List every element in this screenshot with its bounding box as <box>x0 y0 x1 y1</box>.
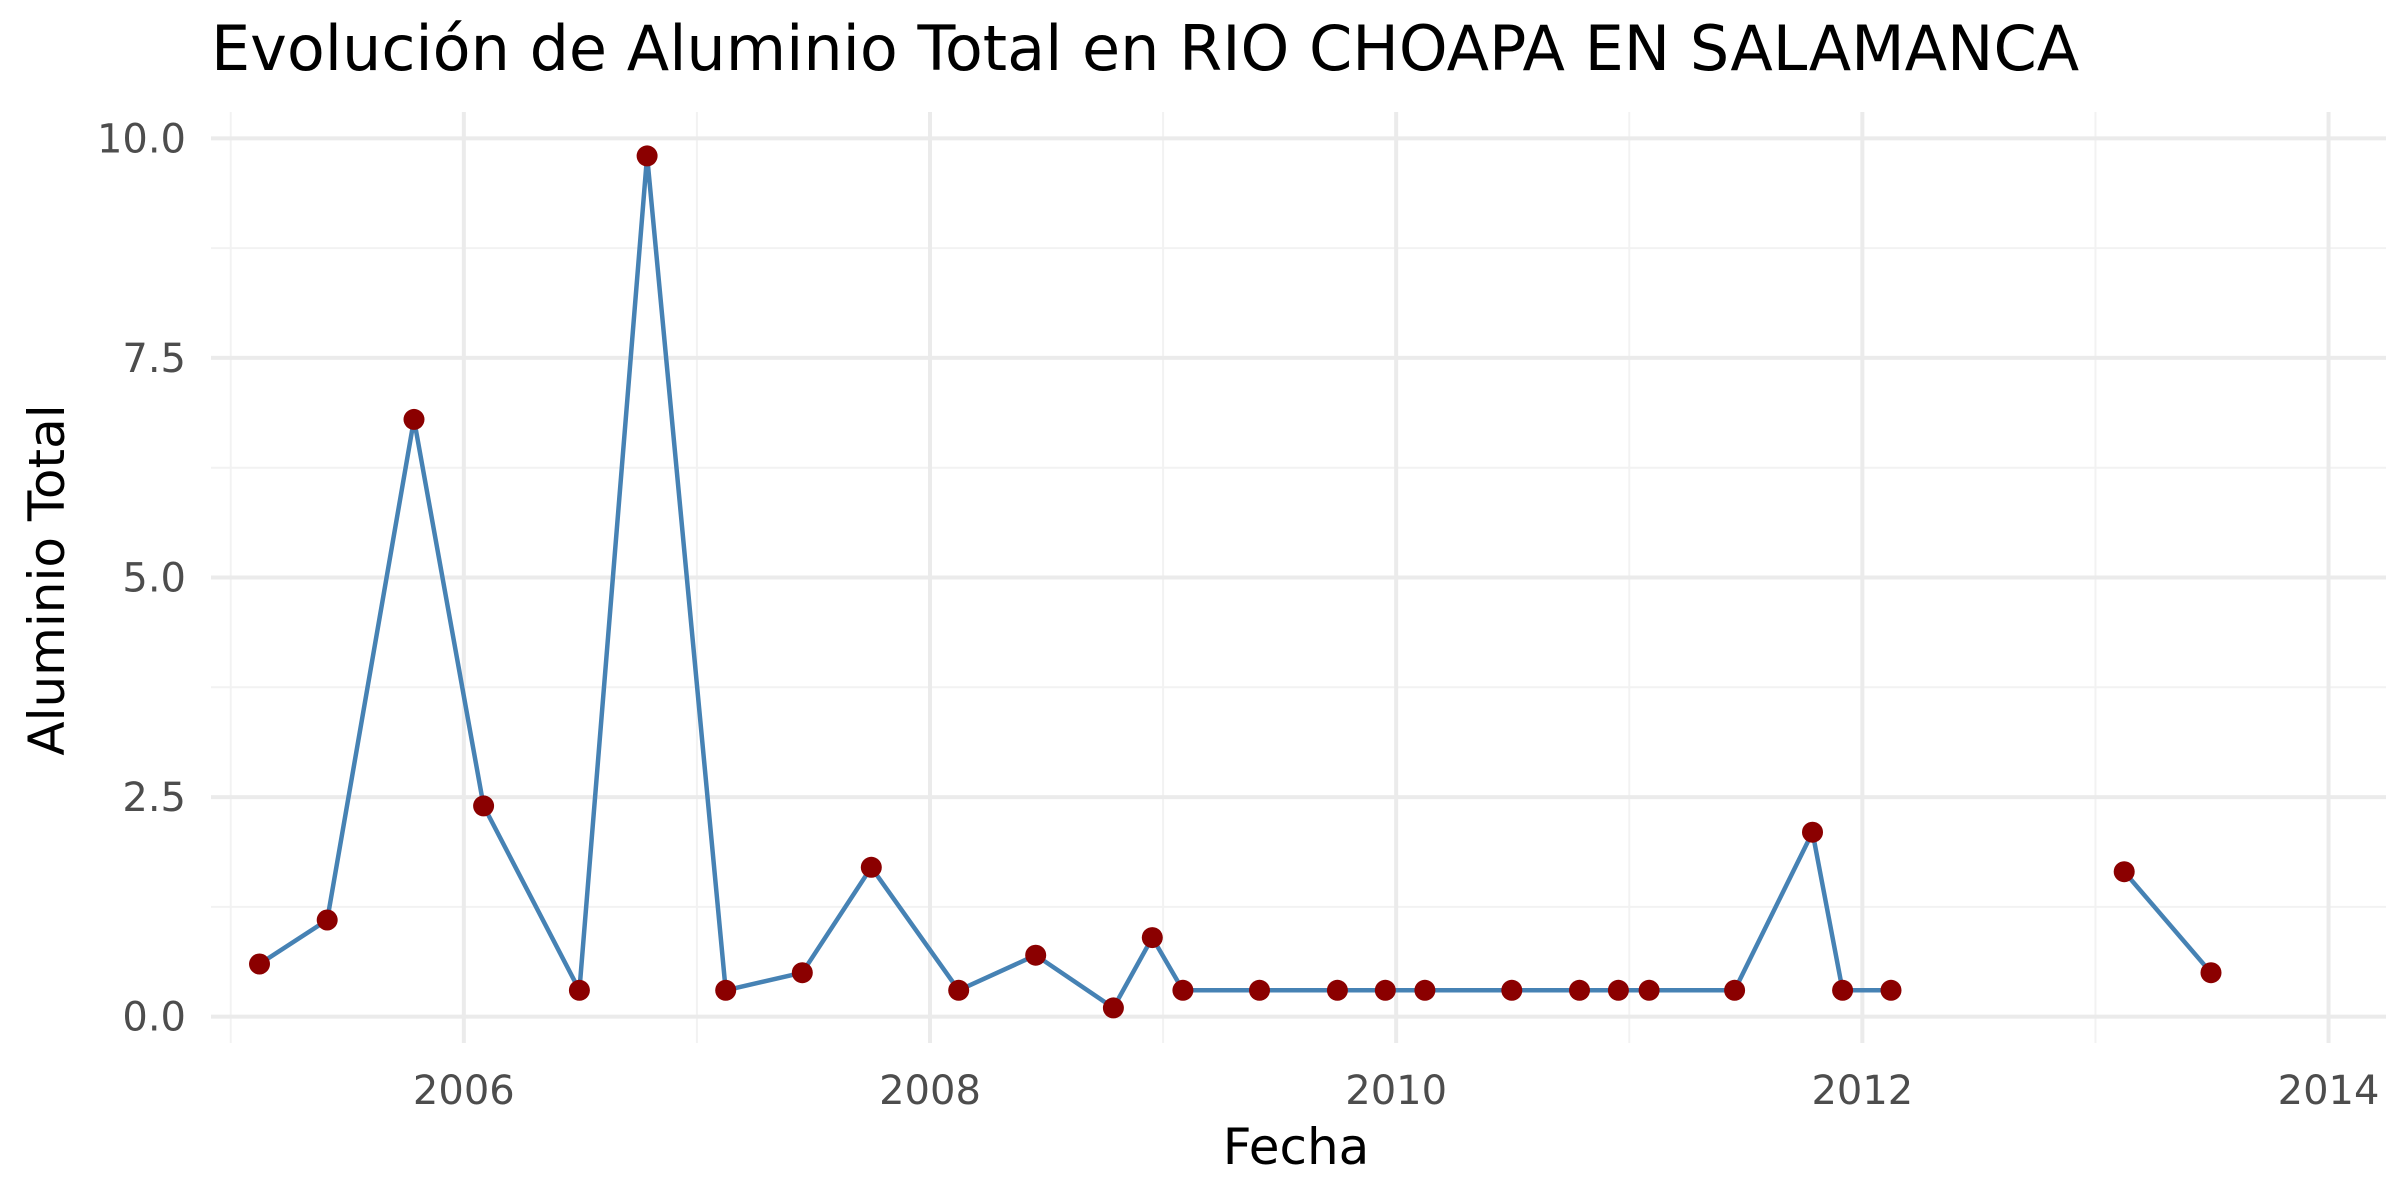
data-point <box>568 979 590 1001</box>
data-point <box>1501 979 1523 1001</box>
data-point <box>1802 821 1823 843</box>
x-tick-label: 2008 <box>879 1068 981 1114</box>
data-point <box>636 145 658 167</box>
data-point <box>948 979 970 1001</box>
y-tick-label: 5.0 <box>122 556 186 602</box>
y-axis-title: Aluminio Total <box>18 404 76 755</box>
data-point <box>791 962 813 984</box>
data-point <box>1326 979 1348 1001</box>
data-point <box>1607 979 1629 1001</box>
data-point <box>1141 927 1163 949</box>
x-tick-label: 2006 <box>413 1068 515 1114</box>
data-point <box>2113 861 2135 883</box>
x-tick-label: 2014 <box>2278 1068 2380 1114</box>
y-tick-label: 10.0 <box>97 116 186 162</box>
data-point <box>1724 979 1746 1001</box>
tick-labels: 2006 2008 2010 2012 2014 0.0 2.5 5.0 7.5 10.0 <box>97 116 2379 1114</box>
series-points <box>249 145 2222 1019</box>
chart-title: Evolución de Aluminio Total en RIO CHOAP… <box>211 12 2079 85</box>
x-tick-label: 2012 <box>1811 1068 1913 1114</box>
series-line <box>2122 870 2213 975</box>
data-point <box>1414 979 1436 1001</box>
series-lines <box>258 153 2213 1011</box>
data-point <box>473 795 495 817</box>
y-tick-label: 2.5 <box>122 775 186 821</box>
data-point <box>249 953 270 975</box>
y-tick-label: 0.0 <box>122 995 186 1041</box>
data-point <box>1172 979 1194 1001</box>
data-point <box>1249 979 1270 1001</box>
data-point <box>316 909 338 931</box>
data-point <box>403 408 425 430</box>
data-point <box>2200 962 2222 984</box>
data-point <box>1025 944 1047 966</box>
x-tick-label: 2010 <box>1345 1068 1447 1114</box>
data-point <box>1374 979 1396 1001</box>
series-line <box>258 153 1891 1011</box>
data-point <box>1832 979 1854 1001</box>
data-point <box>1569 979 1590 1001</box>
grid <box>211 112 2386 1043</box>
data-point <box>860 856 882 878</box>
data-point <box>1880 979 1902 1001</box>
x-axis-title: Fecha <box>1223 1118 1370 1176</box>
y-tick-label: 7.5 <box>122 336 186 382</box>
data-point <box>1638 979 1660 1001</box>
data-point <box>1102 997 1124 1019</box>
data-point <box>715 979 737 1001</box>
